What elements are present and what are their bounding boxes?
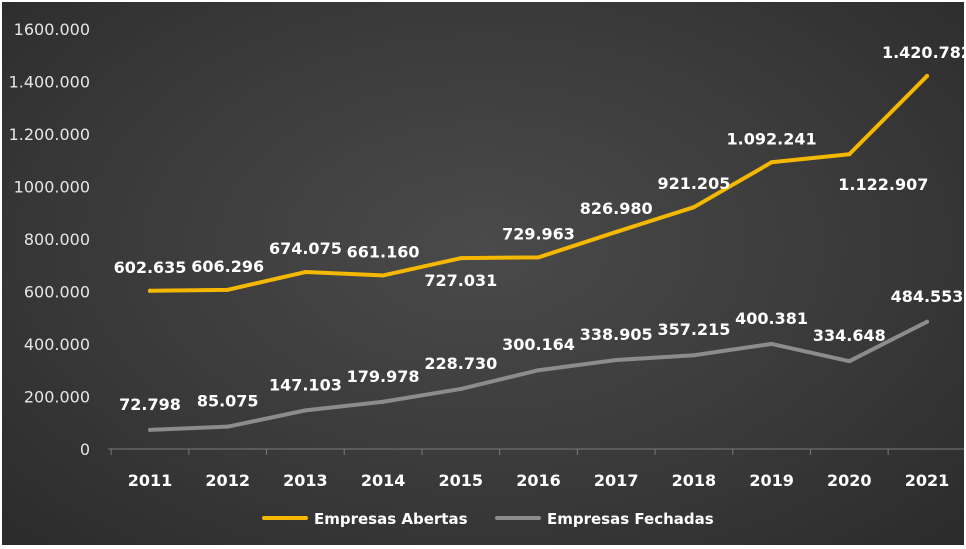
- data-point: [614, 358, 619, 363]
- data-point: [925, 319, 929, 324]
- data-label: 727.031: [424, 271, 497, 290]
- data-point: [381, 273, 386, 278]
- x-tick-label: 2017: [594, 471, 639, 490]
- x-tick-label: 2014: [361, 471, 406, 490]
- data-point: [303, 270, 308, 275]
- data-label: 661.160: [347, 242, 420, 261]
- y-tick-label: 0: [80, 440, 90, 459]
- y-axis: 0 200.000 400.000 600.000 800.000 1000.000 1.2…: [9, 20, 90, 459]
- data-point: [148, 427, 152, 432]
- data-label: 921.205: [657, 174, 730, 193]
- series-lines: [148, 74, 929, 432]
- data-label: 179.978: [347, 367, 420, 386]
- legend-label: Empresas Abertas: [314, 510, 468, 528]
- x-tick-label: 2018: [672, 471, 717, 490]
- data-point: [536, 255, 541, 260]
- data-point: [536, 368, 541, 373]
- data-point: [614, 229, 619, 234]
- data-point: [303, 408, 308, 413]
- y-tick-label: 800.000: [24, 230, 90, 249]
- data-point: [381, 399, 386, 404]
- data-point: [847, 359, 852, 364]
- data-label: 338.905: [580, 325, 653, 344]
- data-point: [925, 74, 929, 79]
- data-label: 228.730: [424, 354, 497, 373]
- data-point: [691, 205, 696, 210]
- y-tick-label: 1.200.000: [9, 125, 90, 144]
- data-point: [225, 287, 230, 292]
- data-point: [769, 341, 774, 346]
- data-label: 484.553: [891, 287, 964, 306]
- x-tick-label: 2012: [205, 471, 250, 490]
- x-tick-label: 2016: [516, 471, 561, 490]
- y-tick-label: 400.000: [24, 335, 90, 354]
- legend-label: Empresas Fechadas: [547, 510, 714, 528]
- data-point: [847, 152, 852, 157]
- x-tick-label: 2020: [827, 471, 872, 490]
- y-tick-label: 1600.000: [14, 20, 90, 39]
- data-label: 826.980: [580, 199, 653, 218]
- data-label: 606.296: [191, 257, 264, 276]
- data-label: 1.092.241: [727, 129, 817, 148]
- data-label: 72.798: [119, 395, 181, 414]
- data-point: [148, 288, 152, 293]
- data-point: [458, 386, 463, 391]
- data-point: [225, 424, 230, 429]
- x-axis: 2011 2012 2013 2014 2015 2016 2017 2018 2019 2020…: [108, 448, 964, 490]
- legend: Empresas Abertas Empresas Fechadas: [262, 510, 714, 528]
- y-tick-label: 1.400.000: [9, 73, 90, 92]
- data-label: 400.381: [735, 309, 808, 328]
- data-point: [691, 353, 696, 358]
- data-label: 357.215: [657, 320, 730, 339]
- data-label: 85.075: [197, 392, 259, 411]
- x-tick-label: 2021: [905, 471, 950, 490]
- x-tick-label: 2015: [439, 471, 484, 490]
- data-point: [458, 256, 463, 261]
- data-point: [769, 160, 774, 165]
- y-tick-label: 200.000: [24, 388, 90, 407]
- data-label: 729.963: [502, 224, 575, 243]
- data-label: 334.648: [813, 326, 886, 345]
- data-label: 674.075: [269, 239, 342, 258]
- y-tick-label: 1000.000: [14, 178, 90, 197]
- data-label: 147.103: [269, 375, 342, 394]
- data-label: 1.122.907: [838, 175, 928, 194]
- data-label: 1.420.782: [882, 43, 964, 62]
- x-tick-label: 2013: [283, 471, 328, 490]
- data-label: 300.164: [502, 335, 575, 354]
- x-tick-label: 2019: [749, 471, 794, 490]
- y-tick-label: 600.000: [24, 283, 90, 302]
- x-tick-label: 2011: [128, 471, 173, 490]
- data-label: 602.635: [114, 258, 187, 277]
